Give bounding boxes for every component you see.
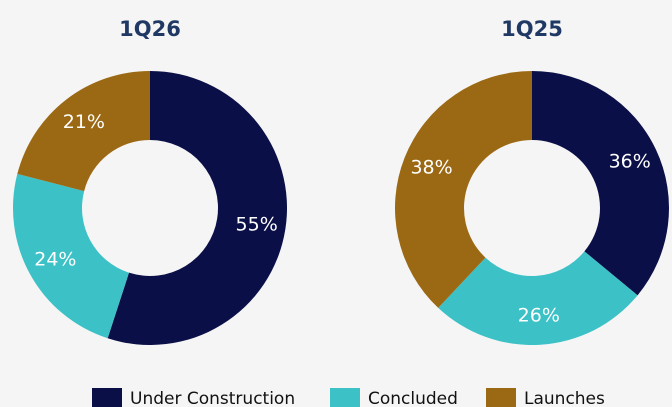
legend-swatch (92, 388, 122, 407)
legend-label: Concluded (368, 389, 458, 407)
donut-slice (532, 71, 669, 296)
donut-slice (12, 173, 129, 339)
legend-swatch (330, 388, 360, 407)
data-label: 26% (518, 304, 560, 326)
data-label: 21% (63, 111, 105, 133)
legend-swatch (486, 388, 516, 407)
donut-slice (438, 251, 638, 346)
data-label: 24% (34, 249, 76, 271)
data-label: 38% (410, 157, 452, 179)
legend-label: Under Construction (130, 389, 295, 407)
chart-title: 1Q25 (501, 17, 563, 41)
data-label: 36% (609, 151, 651, 173)
donut-slice (394, 71, 532, 308)
donut-slice (107, 71, 288, 345)
donut-slice (17, 71, 150, 192)
chart-title: 1Q26 (119, 17, 181, 41)
legend-label: Launches (524, 389, 605, 407)
data-label: 55% (236, 213, 278, 235)
